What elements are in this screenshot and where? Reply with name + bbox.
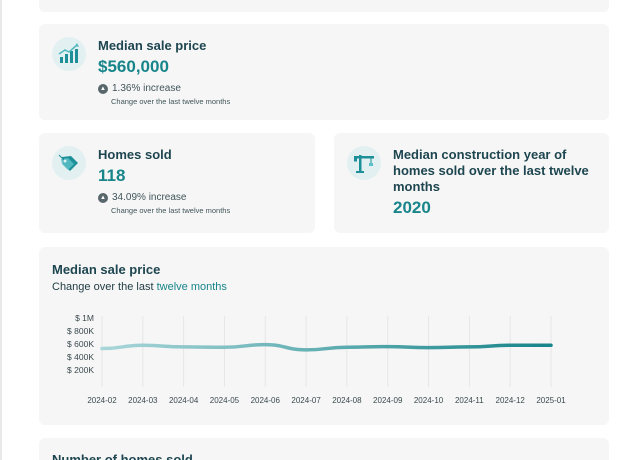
x-tick-label: 2024-10: [414, 396, 444, 405]
change-caption: Change over the last twelve months: [111, 97, 231, 106]
x-tick-label: 2024-08: [332, 396, 362, 405]
median-price-chart-card: Median sale price Change over the last t…: [39, 247, 609, 425]
card-title: Median construction year of homes sold o…: [393, 147, 589, 194]
left-edge-rule: [0, 0, 2, 460]
arrow-up-icon: ▲: [98, 83, 108, 94]
series-line: [100, 342, 553, 352]
x-tick-label: 2024-11: [455, 396, 484, 405]
construction-year-card: Median construction year of homes sold o…: [334, 133, 609, 233]
subtitle-highlight: twelve months: [156, 281, 227, 293]
card-title: Homes sold: [98, 147, 172, 162]
y-tick-label: $ 800K: [67, 326, 94, 336]
x-tick-label: 2024-04: [169, 396, 199, 405]
card-title: Median sale price: [98, 38, 207, 53]
median-sale-price-card: Median sale price $560,000 ▲ 1.36% incre…: [39, 24, 609, 120]
construction-year-value: 2020: [393, 198, 431, 217]
x-tick-label: 2024-06: [251, 396, 281, 405]
homes-sold-value: 118: [98, 166, 126, 185]
x-tick-label: 2024-05: [210, 396, 240, 405]
x-tick-label: 2025-01: [536, 396, 566, 405]
x-tick-label: 2024-12: [496, 396, 526, 405]
y-tick-label: $ 400K: [67, 352, 94, 362]
y-tick-label: $ 1M: [75, 313, 94, 323]
x-tick-label: 2024-09: [373, 396, 403, 405]
homes-sold-chart-card: Number of homes sold: [39, 438, 609, 460]
x-tick-label: 2024-07: [291, 396, 321, 405]
homes-sold-card: Homes sold 118 ▲ 34.09% increase Change …: [39, 133, 315, 233]
x-tick-label: 2024-02: [87, 396, 117, 405]
change-caption: Change over the last twelve months: [111, 206, 231, 215]
median-price-value: $560,000: [98, 57, 169, 76]
change-indicator: ▲ 1.36% increase: [98, 83, 181, 94]
y-tick-label: $ 200K: [67, 365, 94, 375]
chart-up-icon: [52, 37, 86, 71]
y-tick-label: $ 600K: [67, 339, 94, 349]
arrow-up-icon: ▲: [98, 192, 108, 203]
line-chart: $ 1M $ 800K $ 600K $ 400K $ 200K 2024-02 2024-…: [67, 313, 566, 405]
x-tick-label: 2024-03: [128, 396, 158, 405]
chart-subtitle: Change over the last twelve months: [52, 281, 227, 293]
previous-card: [39, 0, 609, 12]
price-tag-icon: [52, 146, 86, 180]
section-title: Number of homes sold: [52, 452, 193, 460]
change-percent: 34.09% increase: [112, 192, 187, 203]
crane-icon: [347, 146, 381, 180]
chart-title: Median sale price: [52, 262, 161, 277]
change-indicator: ▲ 34.09% increase: [98, 192, 187, 203]
change-percent: 1.36% increase: [112, 83, 181, 94]
